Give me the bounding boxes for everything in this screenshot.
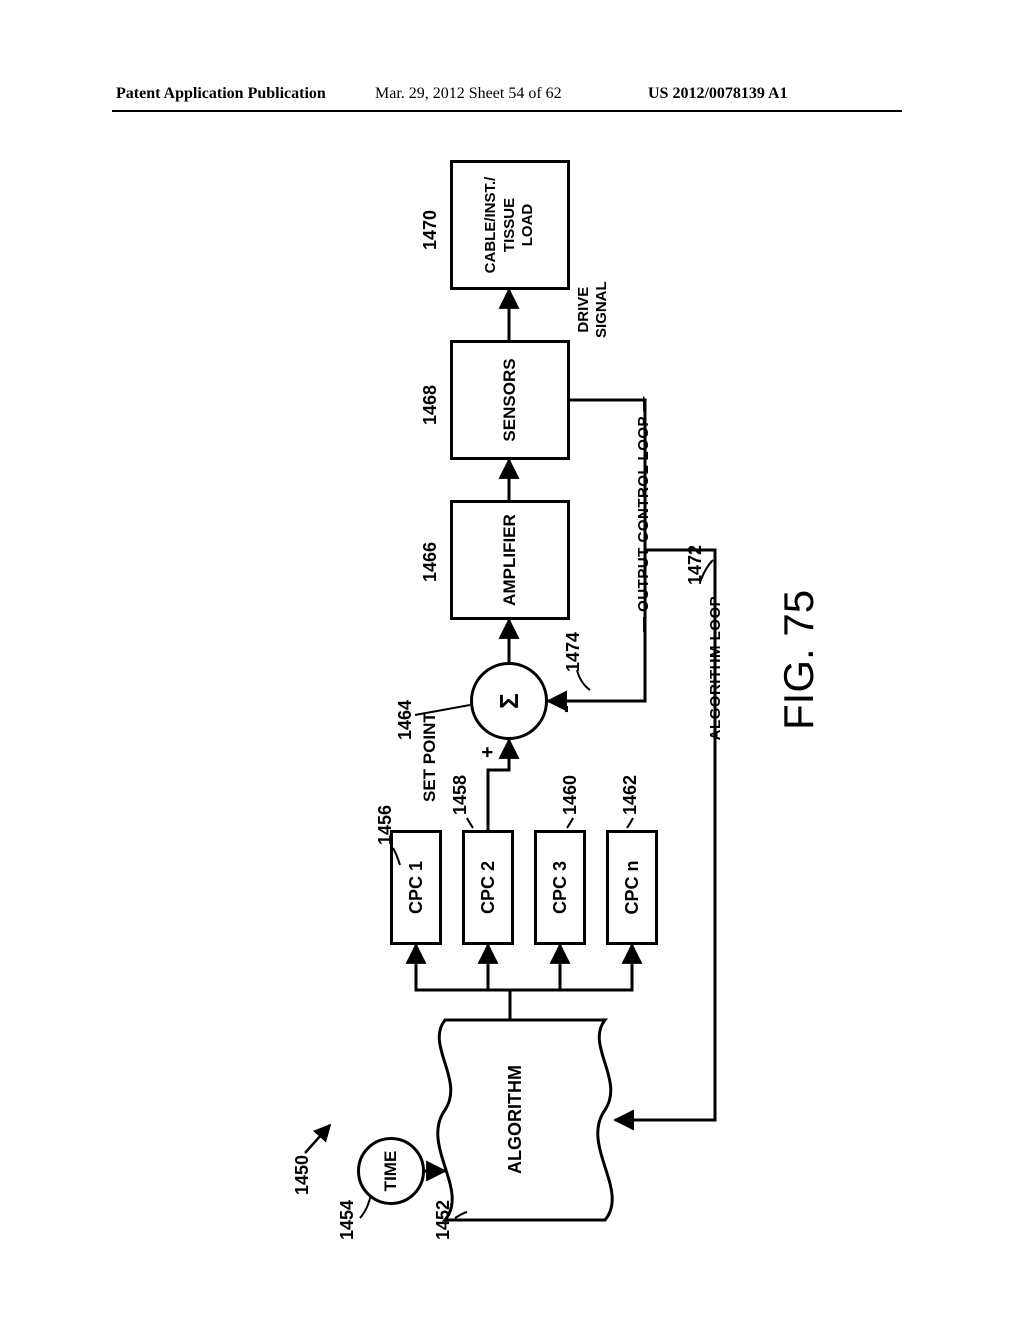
time-label: TIME [381,1151,401,1192]
header-right: US 2012/0078139 A1 [648,85,788,103]
ref-1454: 1454 [337,1200,358,1240]
header-center: Mar. 29, 2012 Sheet 54 of 62 [375,85,562,103]
time-block: TIME [357,1137,425,1205]
load-text: CABLE/INST./ TISSUE LOAD [482,177,538,274]
algorithm-label: ALGORITHM [505,1027,526,1212]
figure-caption: FIG. 75 [775,590,823,730]
header-left: Patent Application Publication [116,85,326,103]
ref-1452: 1452 [433,1200,454,1240]
patent-header: Patent Application Publication Mar. 29, … [0,85,1024,109]
ref-1450: 1450 [292,1155,313,1195]
load-block: CABLE/INST./ TISSUE LOAD [450,160,570,290]
header-rule [112,110,902,112]
ref-1470: 1470 [420,210,441,250]
connectors [0,330,1024,1050]
block-diagram: TIME ALGORITHM CPC 1 CPC 2 CPC 3 CPC n Σ… [0,330,1024,1050]
